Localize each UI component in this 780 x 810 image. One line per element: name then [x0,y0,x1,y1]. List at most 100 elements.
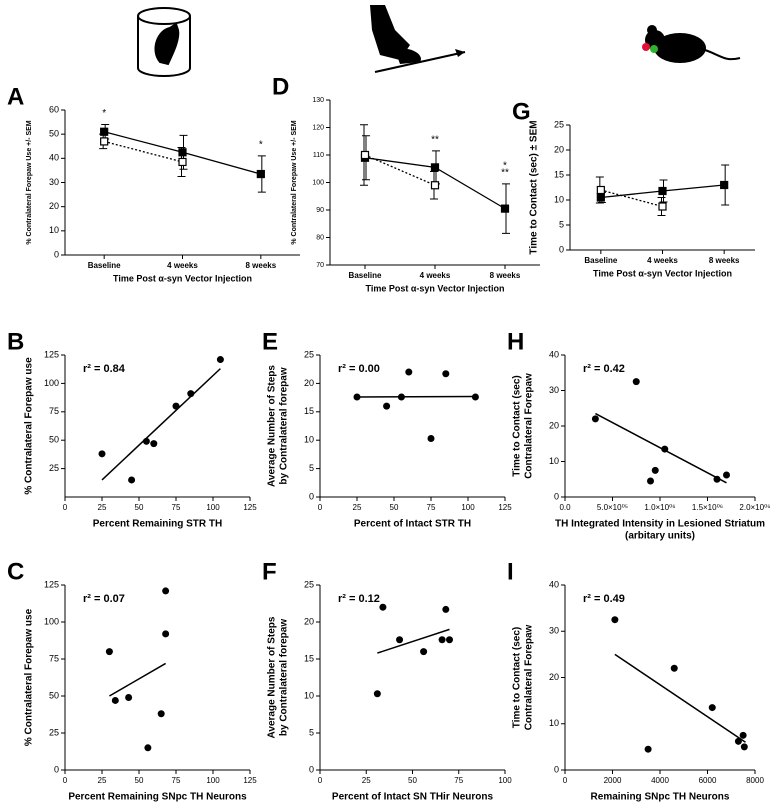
x-tick-label: Baseline [349,271,382,280]
x-tick-label: 25 [98,503,107,512]
series-line [364,154,436,186]
point [740,743,748,751]
y-axis-label: % Contralateral Forepaw use [24,608,35,746]
y-axis-label: Contralateral Forepaw [524,624,535,730]
x-tick-label: 125 [243,503,257,512]
y-axis-label: Contralateral Forepaw [524,373,535,479]
fit-line [614,653,746,743]
x-tick-label: 0 [63,776,68,785]
x-axis-label: Percent Remaining STR TH [93,519,222,530]
point [142,437,150,445]
point [713,475,721,483]
x-tick-label: Baseline [88,261,121,270]
y-axis-label: by Contralateral forepaw [279,619,290,736]
point [405,368,413,376]
point [647,477,654,485]
y-tick-label: 5 [559,219,564,229]
y-tick-label: 25 [49,727,59,737]
y-axis-label: % Contralateral Forepaw use [24,357,35,495]
panel-label: E [262,328,278,355]
y-tick-label: 30 [49,177,59,187]
point [187,390,195,398]
x-tick-label: 100 [206,503,220,512]
x-tick-label: 8000 [746,776,764,785]
y-tick-label: 100 [44,616,59,626]
y-tick-label: 20 [554,144,564,154]
x-tick-label: 100 [206,776,220,785]
x-tick-label: 1.0×10⁰⁶ [644,503,675,512]
x-tick-label: 25 [98,776,107,785]
x-axis-label: Time Post α-syn Vector Injection [366,283,505,293]
point [446,636,453,644]
series-line [104,140,183,163]
r-squared: r² = 0.07 [83,593,125,605]
y-tick-label: 75 [49,406,59,416]
x-tick-label: 8 weeks [245,261,276,270]
y-tick-label: 0 [554,764,559,774]
x-tick-label: 2.0×10⁰⁶ [739,503,770,512]
point-marker [430,181,440,190]
point [172,402,180,410]
x-tick-label: 75 [427,503,436,512]
y-axis-label: % Contralateral Forepaw Use +/- SEM [26,120,33,244]
y-tick-label: 20 [549,672,559,682]
point-marker [360,150,370,160]
point [438,636,446,644]
point [396,636,404,644]
x-tick-label: 0 [563,776,568,785]
y-tick-label: 60 [49,104,59,114]
x-axis-label: Time Post α-syn Vector Injection [113,273,252,283]
annotation: * [259,140,263,151]
y-tick-label: 10 [49,225,59,235]
x-tick-label: 1.5×10⁰⁶ [692,503,723,512]
panel-label: G [512,98,531,125]
panel-label: H [507,328,524,355]
point-marker [256,169,265,179]
x-tick-label: 75 [454,776,463,785]
point [420,648,428,656]
mouse-icon [642,25,741,63]
r-squared: r² = 0.42 [583,363,625,375]
panel-label: F [262,558,277,585]
x-tick-label: 100 [461,503,475,512]
y-tick-label: 25 [554,119,564,129]
point [111,696,119,704]
x-tick-label: 125 [498,503,512,512]
point [150,440,158,448]
point [397,393,405,401]
y-tick-label: 10 [304,690,314,700]
x-tick-label: 4 weeks [167,261,198,270]
point [373,690,381,698]
point [98,450,106,458]
x-tick-label: Baseline [584,256,617,265]
x-tick-label: 25 [353,503,362,512]
y-tick-label: 0 [309,491,314,501]
point [644,745,652,753]
point-marker [500,204,510,213]
y-tick-label: 15 [304,406,314,416]
y-tick-label: 20 [549,420,559,430]
y-tick-label: 5 [309,727,314,737]
x-tick-label: 50 [408,776,417,785]
point [723,471,730,479]
y-tick-label: 70 [316,262,324,269]
y-tick-label: 75 [49,653,59,663]
point [125,693,133,701]
y-tick-label: 15 [304,653,314,663]
point [708,704,716,712]
y-tick-label: 50 [49,435,59,445]
y-tick-label: 40 [549,579,559,589]
x-tick-label: 50 [390,503,399,512]
y-tick-label: 125 [44,349,59,359]
point [739,731,747,739]
point [651,466,659,474]
point-marker [178,157,187,167]
point-marker [596,193,605,202]
point-marker [720,180,729,190]
y-tick-label: 30 [549,626,559,636]
fit-line [377,628,450,654]
point [734,737,742,745]
y-tick-label: 20 [304,378,314,388]
point [442,605,450,613]
x-axis-label: Time Post α-syn Vector Injection [593,268,732,278]
